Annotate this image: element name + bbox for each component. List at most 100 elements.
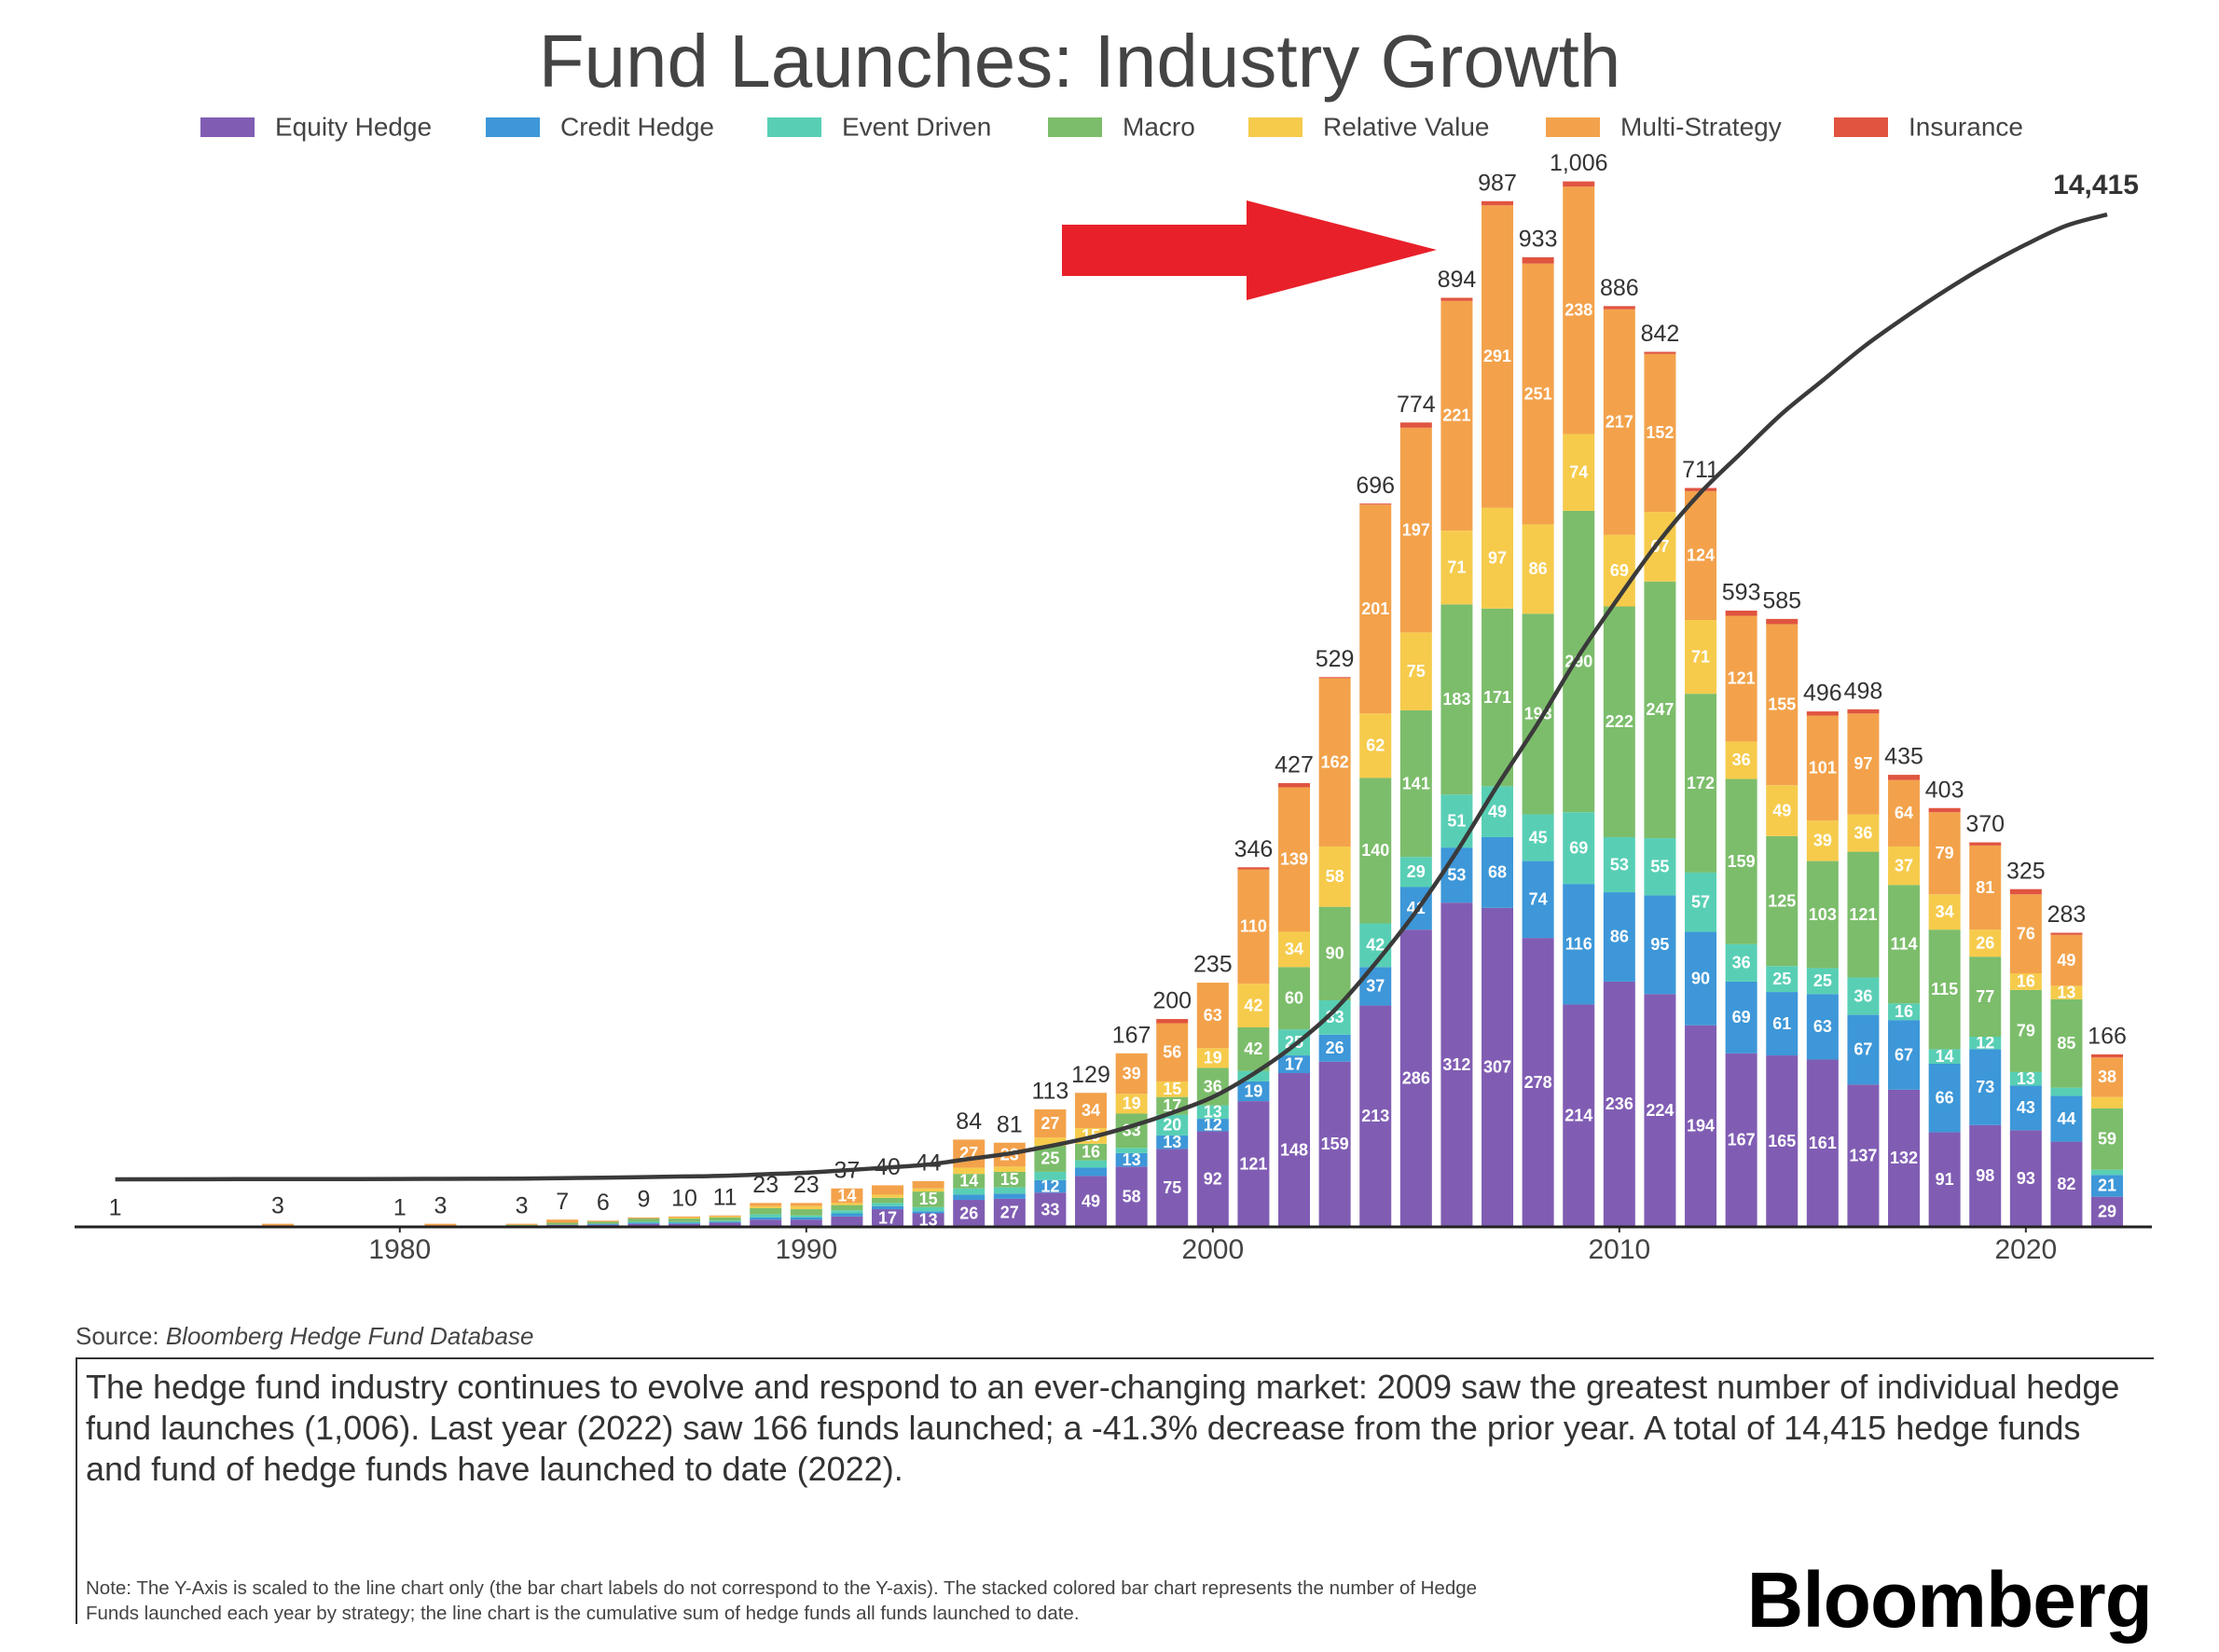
segment-label: 171 xyxy=(1483,688,1511,707)
bar-segment xyxy=(2009,973,2042,990)
bar-segment xyxy=(1440,300,1473,531)
bar-segment xyxy=(2091,1096,2124,1108)
bar-segment xyxy=(1522,938,1554,1227)
segment-label: 26 xyxy=(1326,1039,1344,1057)
segment-label: 49 xyxy=(1488,802,1507,820)
bar-segment xyxy=(1237,1026,1270,1071)
bar-segment xyxy=(790,1219,822,1227)
segment-label: 39 xyxy=(1123,1064,1141,1082)
bar-segment xyxy=(505,1224,538,1226)
bar-segment xyxy=(1440,530,1473,605)
segment-label: 278 xyxy=(1524,1073,1552,1092)
bar-segment xyxy=(1928,894,1961,930)
bar-segment xyxy=(546,1222,579,1225)
bar-segment xyxy=(1399,422,1432,428)
description-box xyxy=(76,1357,2154,1624)
legend-swatch xyxy=(1834,117,1888,137)
bar-segment xyxy=(1806,994,1839,1060)
bar-segment xyxy=(1888,1003,1921,1021)
bar-segment xyxy=(1482,907,1514,1227)
bar-segment xyxy=(1034,1192,1067,1227)
segment-label: 45 xyxy=(1529,828,1548,847)
total-label: 10 xyxy=(671,1185,697,1211)
bar-segment xyxy=(1766,966,1799,993)
legend-swatch xyxy=(767,117,821,137)
segment-label: 167 xyxy=(1728,1131,1756,1150)
segment-label: 125 xyxy=(1768,891,1796,910)
x-tick-label: 1990 xyxy=(775,1234,837,1265)
bar-segment xyxy=(1888,847,1921,886)
segment-label: 224 xyxy=(1646,1101,1674,1120)
bar-segment xyxy=(1399,709,1432,858)
legend-label: Insurance xyxy=(1909,112,2023,141)
segment-label: 49 xyxy=(1772,801,1791,819)
segment-label: 26 xyxy=(959,1204,978,1222)
segment-label: 139 xyxy=(1280,850,1308,869)
legend-label: Credit Hedge xyxy=(560,112,714,141)
bar-segment xyxy=(790,1203,822,1206)
bar-segment xyxy=(1522,860,1554,939)
bar-segment xyxy=(1196,1131,1229,1227)
bar-segment xyxy=(2050,1141,2083,1227)
bar-segment xyxy=(1440,604,1473,795)
bar-segment xyxy=(750,1219,782,1227)
segment-label: 49 xyxy=(2057,951,2075,970)
bar-segment xyxy=(627,1223,660,1227)
bar-segment xyxy=(1888,775,1921,780)
bar-segment xyxy=(1969,1037,2002,1050)
bar-segment xyxy=(1603,606,1635,837)
segment-label: 110 xyxy=(1240,917,1267,936)
bar-segment xyxy=(627,1221,660,1223)
bar-segment xyxy=(1156,1081,1189,1097)
segment-label: 67 xyxy=(1854,1040,1872,1059)
total-label: 1,006 xyxy=(1550,150,1608,176)
segment-label: 36 xyxy=(1204,1077,1222,1095)
segment-label: 238 xyxy=(1564,301,1592,320)
bar-segment xyxy=(424,1223,457,1227)
total-label: 346 xyxy=(1234,836,1274,862)
source: Source: Bloomberg Hedge Fund Database xyxy=(76,1322,533,1351)
bar-segment xyxy=(1603,309,1635,535)
bar-segment xyxy=(1115,1053,1148,1094)
segment-label: 222 xyxy=(1606,712,1633,731)
segment-label: 61 xyxy=(1772,1014,1791,1033)
bar-segment xyxy=(912,1211,944,1214)
bar-segment xyxy=(750,1207,782,1215)
segment-label: 101 xyxy=(1809,759,1837,778)
segment-label: 36 xyxy=(1732,954,1751,972)
bar-segment xyxy=(1440,902,1473,1227)
bar-segment xyxy=(1034,1137,1067,1147)
segment-label: 21 xyxy=(2098,1177,2116,1195)
legend-swatch xyxy=(1048,117,1102,137)
total-label: 3 xyxy=(516,1192,529,1218)
segment-label: 152 xyxy=(1646,423,1674,442)
bar-segment xyxy=(2009,1130,2042,1227)
segment-label: 217 xyxy=(1606,412,1633,431)
chart: Fund Launches: Industry Growth Equity He… xyxy=(75,20,2152,1265)
segment-label: 79 xyxy=(1936,844,1954,862)
bar-segment xyxy=(1522,263,1554,525)
bar-segment xyxy=(1725,1053,1757,1227)
segment-label: 14 xyxy=(1936,1047,1954,1066)
segment-label: 286 xyxy=(1402,1068,1430,1087)
bar-segment xyxy=(831,1210,863,1214)
segment-label: 141 xyxy=(1402,774,1430,792)
bar-segment xyxy=(2009,1071,2042,1086)
bar-segment xyxy=(1278,1055,1311,1074)
bar-segment xyxy=(1482,205,1514,508)
bar-segment xyxy=(993,1171,1026,1188)
segment-label: 42 xyxy=(1244,996,1262,1014)
bar-segment xyxy=(831,1205,863,1211)
bar-segment xyxy=(993,1187,1026,1194)
bar-segment xyxy=(627,1218,660,1222)
legend-swatch xyxy=(200,117,255,137)
x-tick-label: 1980 xyxy=(368,1234,431,1265)
bar-segment xyxy=(1522,814,1554,861)
legend-swatch xyxy=(1546,117,1600,137)
bar-segment xyxy=(1725,610,1757,616)
bar-segment xyxy=(1928,1063,1961,1133)
bar-segment xyxy=(1563,884,1595,1005)
segment-label: 155 xyxy=(1768,695,1796,714)
total-label: 403 xyxy=(1925,777,1964,803)
